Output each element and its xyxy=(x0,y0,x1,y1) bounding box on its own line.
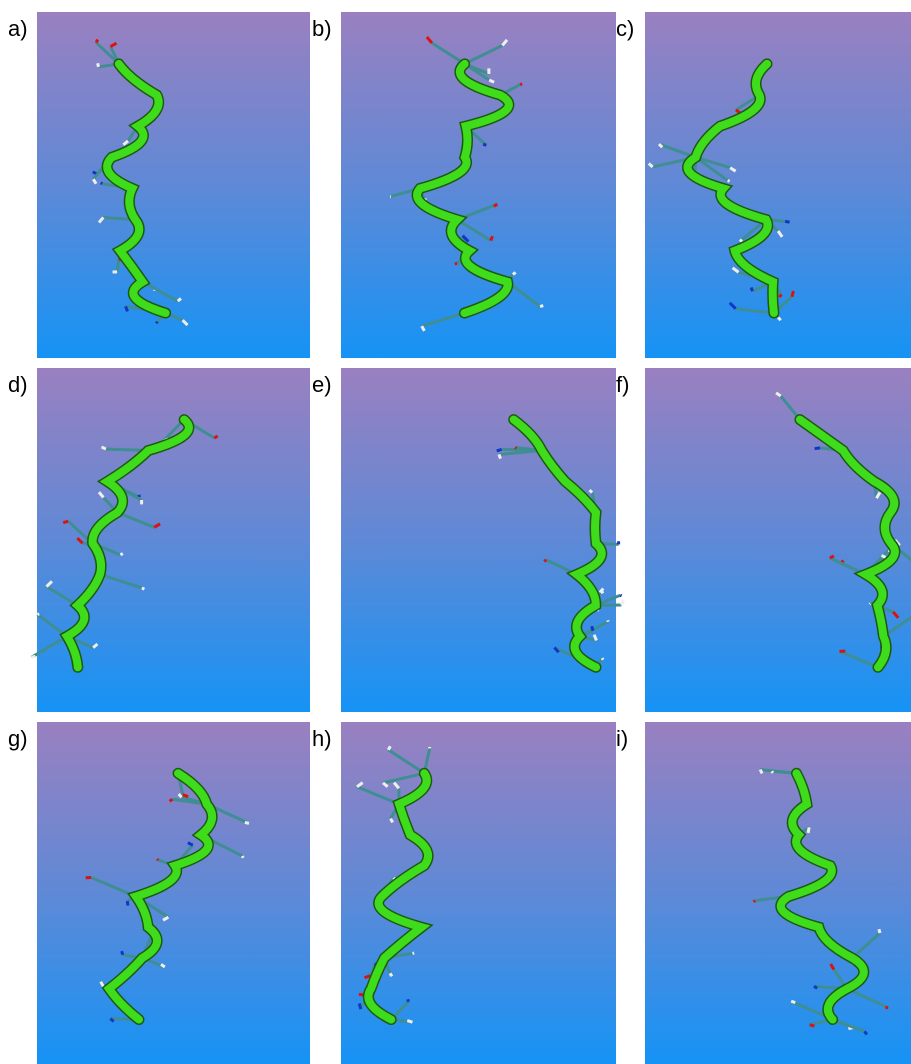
atom xyxy=(808,827,809,833)
panel-label: d) xyxy=(8,372,28,397)
atom xyxy=(242,856,243,858)
atom xyxy=(98,63,99,67)
atom xyxy=(391,819,393,823)
atom xyxy=(183,795,188,797)
atom xyxy=(96,39,97,42)
atom xyxy=(157,859,158,860)
atom xyxy=(491,236,493,240)
atom xyxy=(388,746,390,750)
atom xyxy=(188,843,193,845)
atom xyxy=(499,454,501,458)
atom xyxy=(589,490,592,492)
atom xyxy=(621,600,623,605)
atom xyxy=(102,447,106,449)
panel: d) xyxy=(8,368,310,712)
atom xyxy=(778,317,780,320)
atom xyxy=(126,306,128,311)
panel: a) xyxy=(8,12,310,358)
atom xyxy=(815,448,820,449)
atom xyxy=(455,263,457,264)
atom xyxy=(620,595,621,596)
atom xyxy=(214,436,217,438)
atom xyxy=(127,901,128,906)
atom xyxy=(791,1001,795,1002)
atom xyxy=(865,1031,867,1034)
panel-label: i) xyxy=(616,726,628,751)
atom xyxy=(390,973,392,976)
atom xyxy=(483,144,486,145)
atom xyxy=(489,80,494,82)
atom xyxy=(760,770,762,774)
atom xyxy=(544,560,546,562)
atom xyxy=(792,291,794,297)
atom xyxy=(408,999,409,1002)
atom xyxy=(728,180,730,181)
panel: b) xyxy=(312,12,616,358)
panel-label: c) xyxy=(616,16,634,41)
atom xyxy=(772,771,773,773)
atom xyxy=(830,556,834,558)
atom xyxy=(879,929,880,933)
atom xyxy=(101,183,103,184)
atom xyxy=(515,447,516,448)
atom xyxy=(870,604,871,605)
atom xyxy=(779,294,781,297)
atom xyxy=(359,1003,361,1009)
panel-label: e) xyxy=(312,372,332,397)
atom xyxy=(156,322,157,324)
panel: g) xyxy=(8,722,310,1064)
atom xyxy=(245,822,249,823)
atom xyxy=(37,614,39,615)
atom xyxy=(63,521,68,523)
atom xyxy=(170,799,173,801)
panel: i) xyxy=(616,722,911,1064)
panel-background xyxy=(341,368,616,712)
panel-label: b) xyxy=(312,16,332,41)
atom xyxy=(814,986,817,988)
figure: a) b) c) d) e) f) g) h) i) xyxy=(0,0,911,1064)
panel-label: f) xyxy=(616,372,629,397)
panel: c) xyxy=(616,12,911,358)
atom xyxy=(497,449,502,451)
panel: h) xyxy=(312,722,616,1064)
panel-background xyxy=(645,722,911,1064)
atom xyxy=(120,554,122,555)
atom xyxy=(142,588,145,589)
atom xyxy=(494,204,498,206)
atom xyxy=(602,658,603,660)
atom xyxy=(785,221,789,222)
atom xyxy=(122,951,123,955)
atom xyxy=(882,556,886,558)
atom xyxy=(31,656,35,657)
atom xyxy=(751,287,752,291)
atom xyxy=(810,1025,815,1026)
panel-label: g) xyxy=(8,726,28,751)
atom xyxy=(364,976,370,978)
panel: f) xyxy=(616,368,911,712)
atom xyxy=(740,240,742,242)
panel: e) xyxy=(312,368,624,712)
atom xyxy=(592,626,593,630)
panel-background xyxy=(37,12,310,358)
atom xyxy=(520,84,522,85)
atom xyxy=(407,1021,412,1023)
atom xyxy=(754,901,755,902)
atom xyxy=(513,272,516,274)
atom xyxy=(178,298,181,301)
panel-label: a) xyxy=(8,16,28,41)
atom xyxy=(540,306,543,307)
panel-label: h) xyxy=(312,726,332,751)
panel-background xyxy=(645,368,911,712)
